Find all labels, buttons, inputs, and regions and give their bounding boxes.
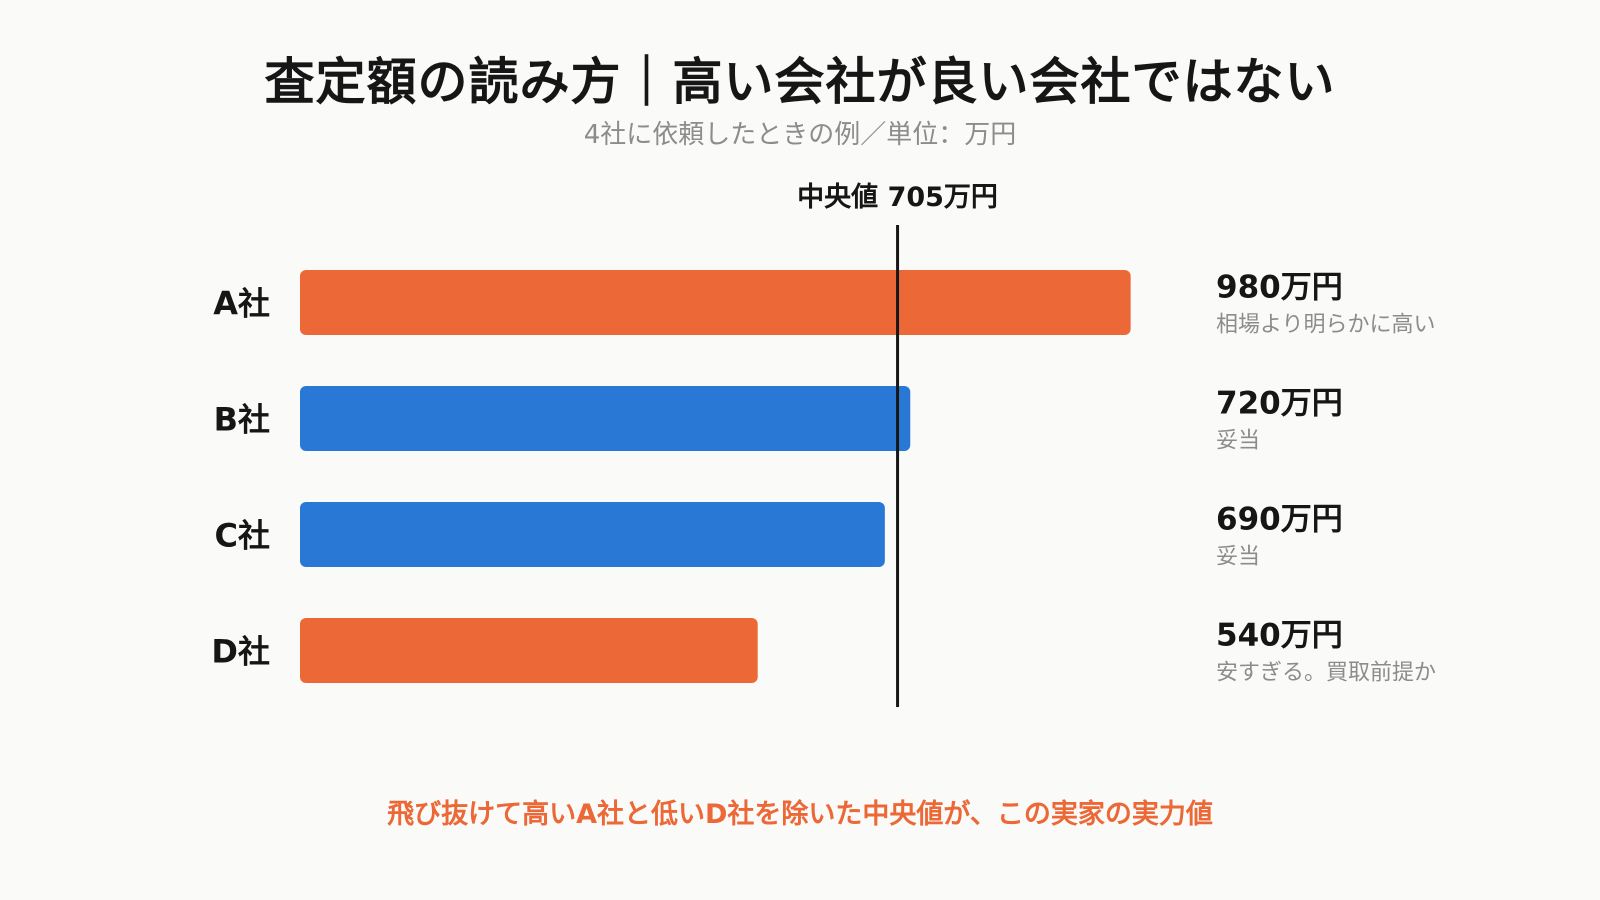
value-label: 720万円 <box>1216 386 1343 422</box>
bar <box>300 270 1131 335</box>
bar <box>300 618 758 683</box>
category-label: C社 <box>215 517 271 555</box>
chart-title: 査定額の読み方｜高い会社が良い会社ではない <box>264 53 1336 111</box>
value-note: 妥当 <box>1216 545 1260 570</box>
bar <box>300 502 885 567</box>
value-note: 安すぎる。買取前提か <box>1216 661 1436 686</box>
value-label: 690万円 <box>1216 502 1343 538</box>
category-label: B社 <box>214 401 270 439</box>
value-label: 980万円 <box>1216 270 1343 306</box>
category-label: D社 <box>211 633 270 671</box>
median-label: 中央値 705万円 <box>797 182 998 213</box>
bar <box>300 386 911 451</box>
value-note: 相場より明らかに高い <box>1216 313 1436 338</box>
value-note: 妥当 <box>1216 429 1260 454</box>
value-label: 540万円 <box>1216 618 1343 654</box>
category-label: A社 <box>213 285 270 323</box>
chart-subtitle: 4社に依頼したときの例／単位：万円 <box>583 120 1017 150</box>
chart-footnote: 飛び抜けて高いA社と低いD社を除いた中央値が、この実家の実力値 <box>387 799 1213 830</box>
